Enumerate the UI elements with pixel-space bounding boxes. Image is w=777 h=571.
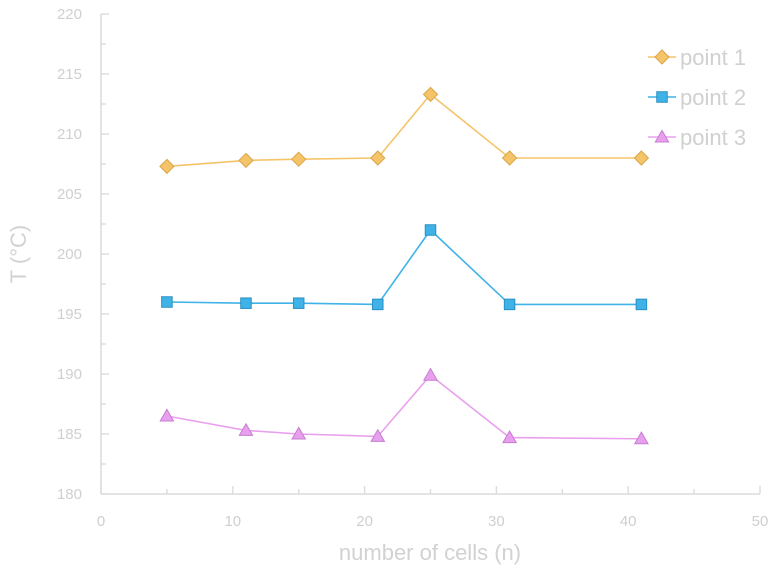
series-2: [161, 224, 648, 311]
data-point: [422, 367, 439, 381]
legend-label: point 2: [680, 85, 746, 110]
data-point: [238, 422, 254, 436]
x-tick-label: 20: [356, 513, 373, 530]
data-point: [633, 431, 649, 445]
y-tick-label: 220: [57, 6, 82, 23]
x-tick-label: 40: [620, 513, 637, 530]
legend-marker: [656, 91, 668, 103]
y-tick-label: 180: [57, 486, 82, 503]
y-tick-label: 200: [57, 246, 82, 263]
legend: point 1 point 2 point 3: [648, 45, 746, 150]
x-tick-label: 10: [224, 513, 241, 530]
series-layer: [159, 86, 650, 445]
series-3: [159, 367, 649, 445]
y-tick-label: 195: [57, 306, 82, 323]
data-point: [159, 408, 175, 422]
legend-marker: [654, 49, 670, 65]
data-point: [292, 297, 305, 309]
y-tick-label: 205: [57, 186, 82, 203]
y-tick-label: 190: [57, 366, 82, 383]
data-point: [159, 158, 175, 175]
data-point: [238, 152, 254, 169]
data-point: [372, 298, 384, 311]
legend-marker: [654, 129, 670, 143]
data-point: [635, 298, 648, 311]
data-point: [422, 86, 439, 103]
data-point: [370, 150, 386, 166]
legend-label: point 1: [680, 45, 746, 70]
data-point: [291, 426, 307, 440]
y-tick-label: 210: [57, 126, 82, 143]
y-tick-label: 185: [57, 426, 82, 443]
x-tick-label: 30: [488, 513, 505, 530]
data-point: [290, 151, 307, 167]
series-line: [166, 228, 642, 306]
x-tick-label: 0: [97, 513, 105, 530]
data-point: [240, 297, 252, 309]
legend-item: point 2: [648, 85, 746, 110]
y-axis-title: T (°C): [6, 225, 31, 284]
y-tick-label: 215: [57, 66, 82, 83]
data-point: [161, 296, 173, 308]
series-line: [166, 374, 642, 440]
data-point: [370, 428, 386, 442]
legend-item: point 1: [648, 45, 746, 70]
data-point: [502, 429, 518, 444]
x-tick-label: 50: [752, 513, 769, 530]
series-1: [159, 86, 650, 175]
data-point: [503, 298, 516, 311]
ticks: [100, 13, 761, 495]
tick-labels: 0 10 20 30 40 50 180 185 190 195 200 205 210 215 220: [57, 6, 768, 530]
legend-label: point 3: [680, 125, 746, 150]
x-axis-title: number of cells (n): [339, 540, 521, 565]
series-line: [166, 93, 642, 168]
data-point: [633, 150, 650, 166]
data-point: [424, 224, 437, 236]
legend-item: point 3: [648, 125, 746, 150]
data-point: [501, 150, 518, 166]
